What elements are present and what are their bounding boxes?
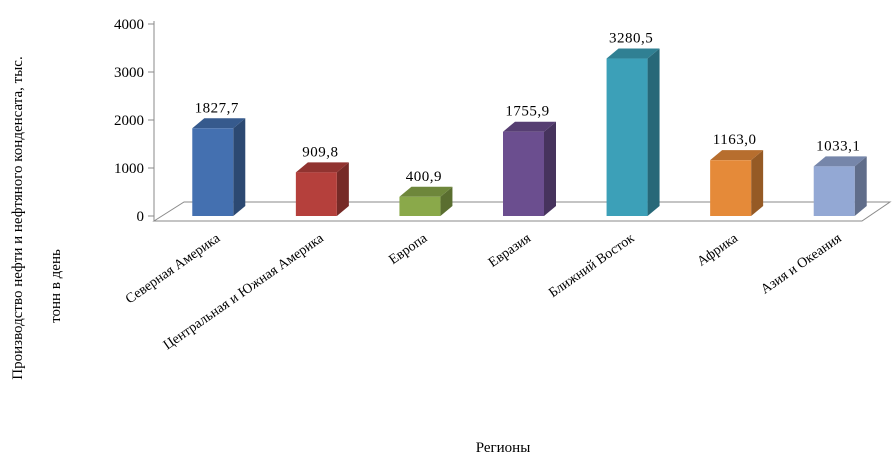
bar-front xyxy=(503,131,544,216)
y-tick-label: 0 xyxy=(137,209,145,225)
category-label: Ближний Восток xyxy=(546,231,637,301)
bar-series xyxy=(192,48,867,217)
bar-side xyxy=(854,156,867,216)
bar xyxy=(606,48,660,217)
bar-top xyxy=(399,186,453,197)
bar-side xyxy=(544,121,556,216)
bar-top xyxy=(606,48,660,59)
bar-top xyxy=(710,150,764,161)
bar-front xyxy=(813,166,855,216)
bar-side xyxy=(440,186,453,216)
bar xyxy=(295,162,349,216)
category-label: Северная Америка xyxy=(123,231,224,308)
data-label: 1163,0 xyxy=(713,132,757,148)
data-label: 909,8 xyxy=(302,144,338,160)
bar-front xyxy=(295,172,337,216)
y-tick-label: 3000 xyxy=(114,65,144,81)
bar xyxy=(503,121,556,216)
bar-side xyxy=(647,48,660,217)
data-labels: 1827,7 909,8 400,9 1755,9 3280,5 1163,0 1033,1 xyxy=(195,31,860,185)
bar xyxy=(192,118,246,216)
bar-top xyxy=(813,156,867,167)
y-tick-label: 4000 xyxy=(114,17,144,33)
bar xyxy=(710,150,764,216)
bar-top xyxy=(295,162,349,173)
category-label: Центральная и Южная Америка xyxy=(161,231,327,354)
bar-side xyxy=(336,162,349,216)
data-label: 1755,9 xyxy=(505,104,549,120)
y-tick-label: 2000 xyxy=(114,113,144,129)
category-label: Африка xyxy=(695,231,742,270)
data-label: 400,9 xyxy=(406,169,442,185)
bar-top xyxy=(192,118,246,129)
bar-front xyxy=(710,160,752,216)
bar xyxy=(813,156,867,216)
data-label: 1033,1 xyxy=(816,138,860,154)
bar-side xyxy=(233,118,246,216)
bar-front xyxy=(399,196,441,216)
x-axis-title: Регионы xyxy=(476,440,531,456)
y-tick-label: 1000 xyxy=(114,161,144,177)
bar-front xyxy=(606,58,648,217)
data-label: 3280,5 xyxy=(609,31,653,47)
data-label: 1827,7 xyxy=(195,100,239,116)
category-label: Азия и Океания xyxy=(758,231,845,298)
category-label: Европа xyxy=(386,231,430,268)
bar-front xyxy=(192,128,234,216)
y-axis-title: Производство нефти и нефтяного конденсат… xyxy=(10,56,64,379)
y-axis: 0 1000 2000 3000 4000 xyxy=(114,17,155,225)
bar-side xyxy=(751,150,764,216)
y-axis-title-line-1: Производство нефти и нефтяного конденсат… xyxy=(10,56,26,379)
bar-top xyxy=(503,121,556,132)
y-axis-title-line-2: тонн в день xyxy=(48,249,64,323)
bar xyxy=(399,186,453,216)
category-label: Евразия xyxy=(486,231,534,271)
